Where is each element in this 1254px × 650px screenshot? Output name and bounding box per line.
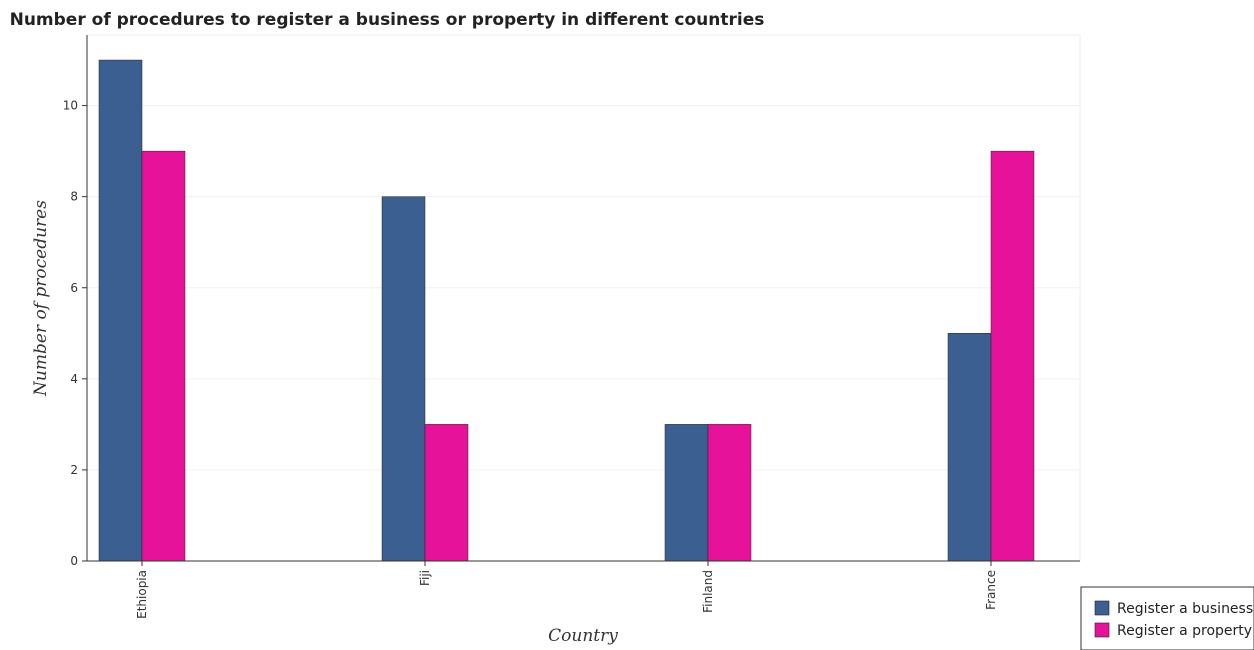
x-tick-label-finland: Finland <box>701 570 715 613</box>
x-tick-label-ethiopia: Ethiopia <box>135 570 149 619</box>
axes <box>86 35 1080 562</box>
bar-ethiopia-property <box>141 150 186 562</box>
bar-finland-business <box>664 424 709 562</box>
y-tick-label-4: 4 <box>70 372 78 386</box>
legend-label-business: Register a business <box>1117 601 1253 617</box>
bar-fiji-business <box>381 196 426 562</box>
y-tick-label-2: 2 <box>70 463 78 477</box>
legend: Register a business Register a property <box>1080 586 1254 650</box>
grid-lines <box>87 105 1080 471</box>
y-ticks: 0 2 4 6 8 10 <box>63 99 87 568</box>
bar-finland-property <box>707 424 752 562</box>
legend-swatch-property <box>1094 622 1110 638</box>
y-tick-label-6: 6 <box>70 281 78 295</box>
bar-fiji-property <box>424 424 469 562</box>
y-tick-label-0: 0 <box>70 554 78 568</box>
y-tick-label-10: 10 <box>63 99 78 113</box>
legend-label-property: Register a property <box>1117 623 1252 639</box>
x-tick-label-france: France <box>984 570 998 610</box>
y-tick-label-8: 8 <box>70 190 78 204</box>
x-ticks: Ethiopia Fiji Finland France <box>135 561 998 619</box>
y-axis-label: Number of procedures <box>31 200 51 397</box>
bar-france-property <box>990 150 1035 562</box>
plot-area <box>86 34 1081 562</box>
legend-swatch-business <box>1094 600 1110 616</box>
x-axis-label: Country <box>548 626 618 646</box>
chart-title: Number of procedures to register a busin… <box>10 10 765 30</box>
legend-box <box>1080 586 1254 650</box>
x-tick-label-fiji: Fiji <box>418 570 432 586</box>
bars <box>98 59 1035 562</box>
bar-france-business <box>947 333 992 562</box>
bar-ethiopia-business <box>98 59 143 562</box>
